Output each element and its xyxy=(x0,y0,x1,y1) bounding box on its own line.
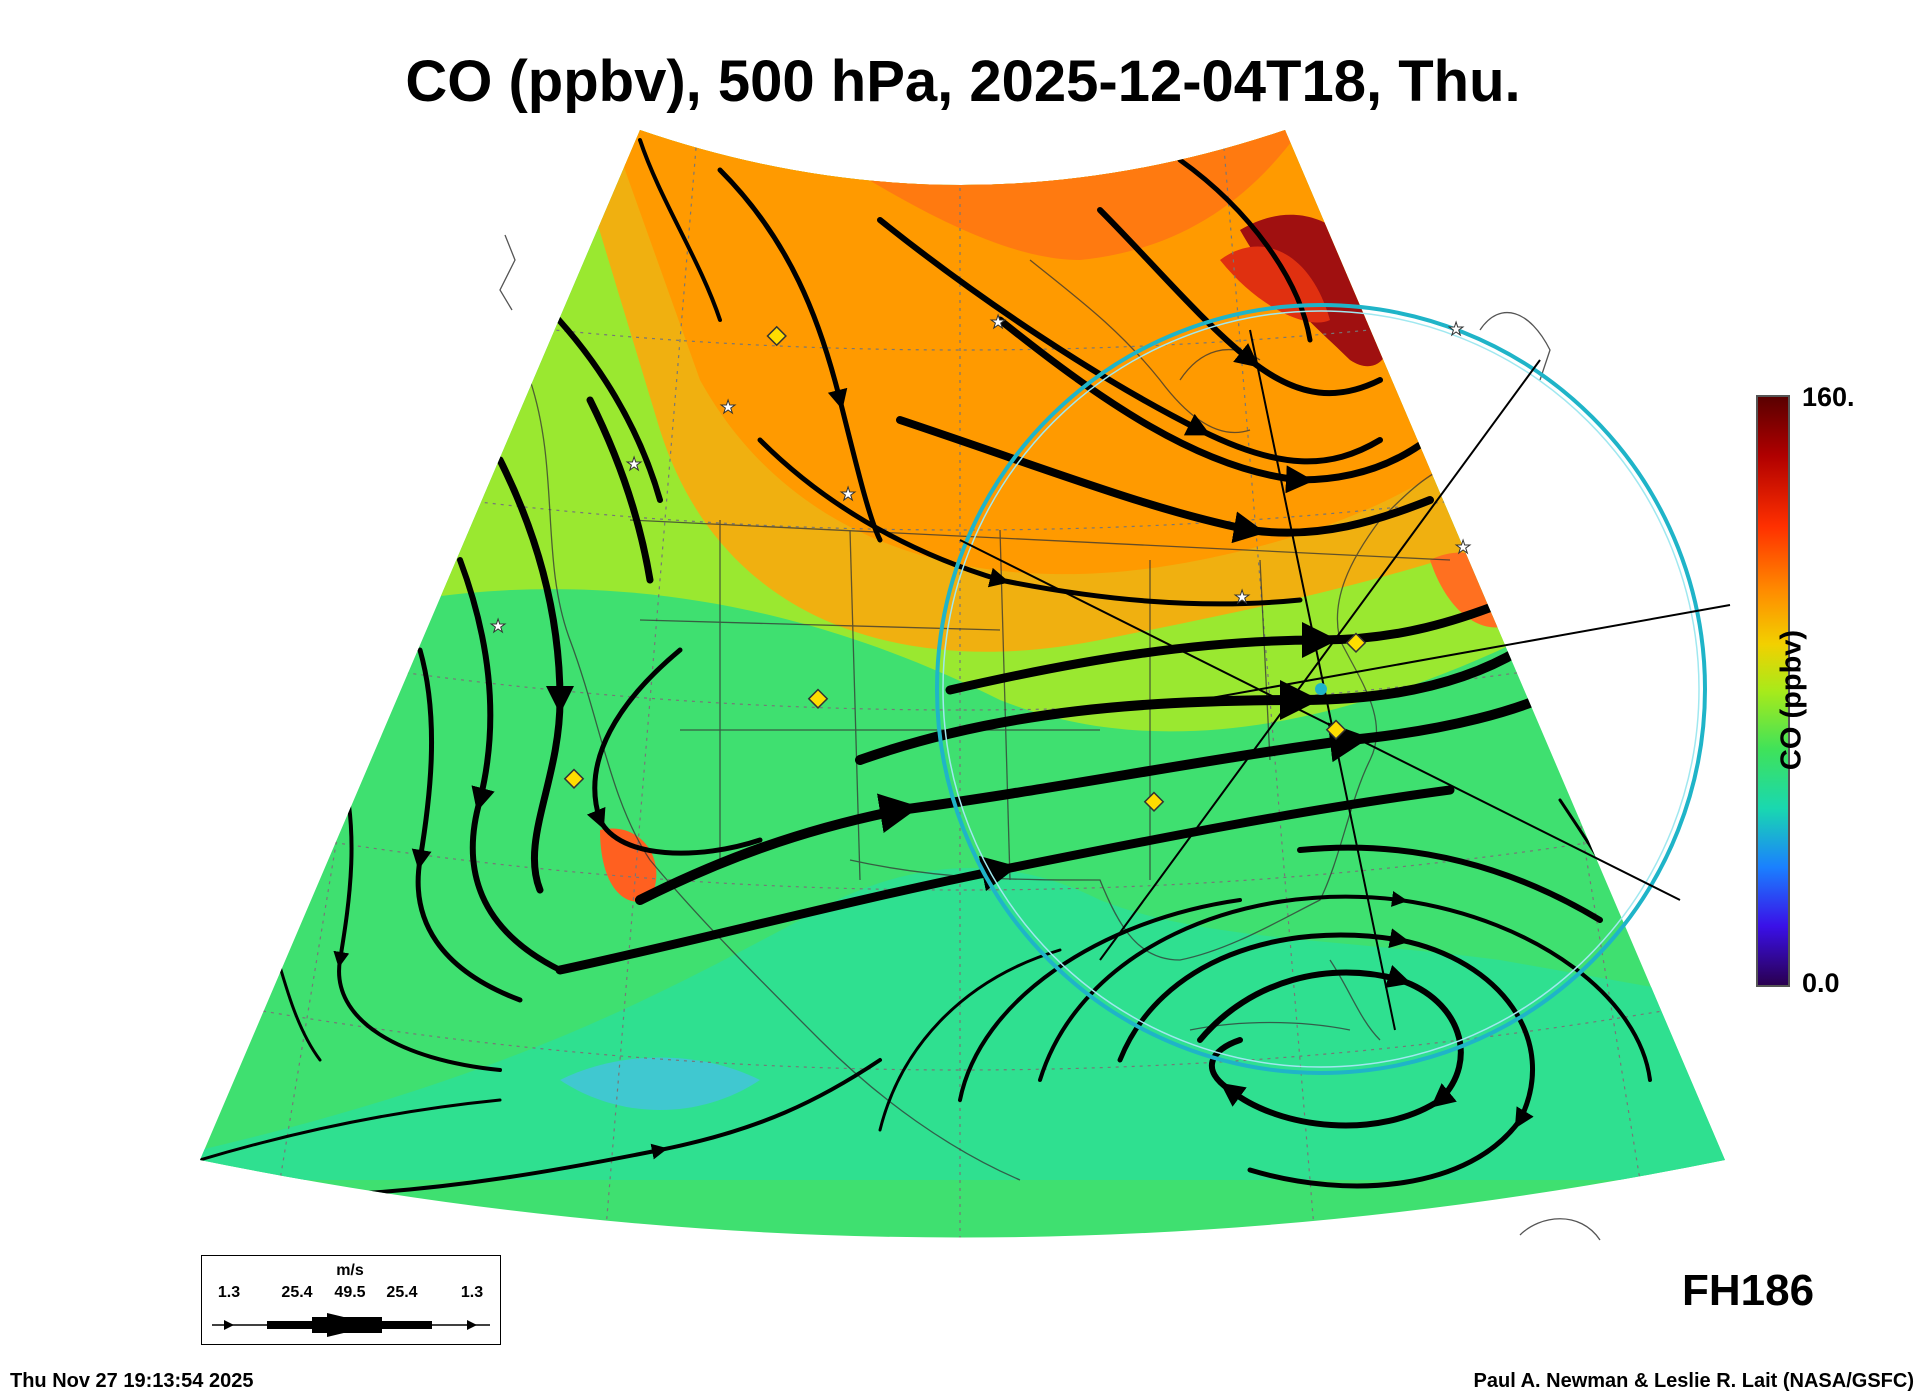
legend-arrow-scale xyxy=(212,1313,490,1337)
svg-text:★: ★ xyxy=(1455,537,1471,557)
legend-value: 25.4 xyxy=(281,1284,313,1301)
svg-text:★: ★ xyxy=(840,484,856,504)
svg-text:★: ★ xyxy=(990,312,1006,332)
legend-value: 25.4 xyxy=(386,1284,418,1301)
colorbar-max-label: 160. xyxy=(1802,382,1855,412)
legend-unit: m/s xyxy=(336,1262,364,1279)
legend-value: 49.5 xyxy=(334,1284,366,1301)
colorbar xyxy=(1756,395,1790,987)
page-title: CO (ppbv), 500 hPa, 2025-12-04T18, Thu. xyxy=(405,49,1521,114)
timestamp: Thu Nov 27 19:13:54 2025 xyxy=(10,1370,254,1392)
range-ring xyxy=(935,303,1731,1075)
colorbar-min-label: 0.0 xyxy=(1802,968,1840,998)
colorbar-title: CO (ppbv) xyxy=(1775,629,1808,771)
svg-text:★: ★ xyxy=(626,454,642,474)
svg-text:★: ★ xyxy=(490,616,506,636)
svg-text:★: ★ xyxy=(720,397,736,417)
station-markers: ★ ★ ★ ★ ★ ★ ★ ★ xyxy=(490,312,1472,812)
credit-text: Paul A. Newman & Leslie R. Lait (NASA/GS… xyxy=(1473,1370,1914,1392)
streamlines xyxy=(200,138,1662,1197)
legend-value: 1.3 xyxy=(460,1284,484,1301)
wind-speed-legend: m/s 1.3 25.4 49.5 25.4 1.3 xyxy=(201,1255,501,1345)
svg-text:★: ★ xyxy=(1448,319,1464,339)
forecast-hour: FH186 xyxy=(1682,1266,1815,1315)
outer-coastlines xyxy=(499,234,1601,1241)
legend-value: 1.3 xyxy=(217,1284,241,1301)
svg-text:★: ★ xyxy=(1234,587,1250,607)
